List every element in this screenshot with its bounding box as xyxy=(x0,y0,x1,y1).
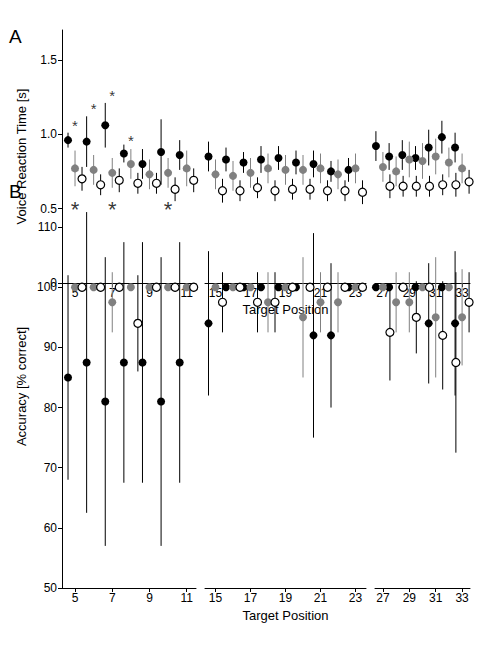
svg-text:1.5: 1.5 xyxy=(40,53,57,67)
svg-text:19: 19 xyxy=(279,591,293,605)
svg-text:5: 5 xyxy=(71,286,79,300)
svg-text:*: * xyxy=(91,100,97,117)
svg-text:11: 11 xyxy=(180,286,193,300)
svg-text:11: 11 xyxy=(180,591,193,605)
svg-text:90: 90 xyxy=(44,340,58,354)
svg-text:80: 80 xyxy=(44,401,58,415)
svg-text:5: 5 xyxy=(72,591,79,605)
svg-text:1.0: 1.0 xyxy=(40,127,57,141)
svg-text:15: 15 xyxy=(208,286,223,300)
svg-text:31: 31 xyxy=(429,591,443,605)
svg-text:Voice Reaction Time [s]: Voice Reaction Time [s] xyxy=(14,89,29,225)
svg-text:70: 70 xyxy=(44,461,58,475)
svg-text:50: 50 xyxy=(44,581,58,595)
svg-text:17: 17 xyxy=(244,591,258,605)
svg-text:29: 29 xyxy=(403,591,417,605)
svg-text:9: 9 xyxy=(146,591,153,605)
svg-text:33: 33 xyxy=(455,591,469,605)
svg-text:19: 19 xyxy=(278,286,293,300)
svg-text:*: * xyxy=(108,197,117,222)
svg-text:23: 23 xyxy=(348,286,363,300)
svg-text:60: 60 xyxy=(44,521,58,535)
svg-text:15: 15 xyxy=(209,591,223,605)
svg-text:*: * xyxy=(71,197,80,222)
svg-text:0.5: 0.5 xyxy=(40,202,57,216)
svg-text:33: 33 xyxy=(455,286,469,300)
svg-text:*: * xyxy=(72,117,78,134)
svg-text:21: 21 xyxy=(314,591,328,605)
svg-text:Accuracy [% correct]: Accuracy [% correct] xyxy=(14,327,29,446)
svg-text:Target Position: Target Position xyxy=(242,302,329,317)
svg-text:*: * xyxy=(128,132,134,149)
svg-text:B: B xyxy=(9,181,22,202)
svg-text:23: 23 xyxy=(349,591,363,605)
svg-text:27: 27 xyxy=(376,286,390,300)
svg-text:9: 9 xyxy=(146,286,153,300)
svg-text:Target Position: Target Position xyxy=(243,608,329,623)
svg-text:A: A xyxy=(9,26,22,47)
svg-text:100: 100 xyxy=(37,280,57,294)
svg-text:27: 27 xyxy=(376,591,390,605)
svg-text:*: * xyxy=(164,197,173,222)
svg-text:17: 17 xyxy=(243,286,258,300)
svg-text:110: 110 xyxy=(38,220,57,234)
svg-text:*: * xyxy=(109,87,115,104)
svg-text:7: 7 xyxy=(109,591,116,605)
